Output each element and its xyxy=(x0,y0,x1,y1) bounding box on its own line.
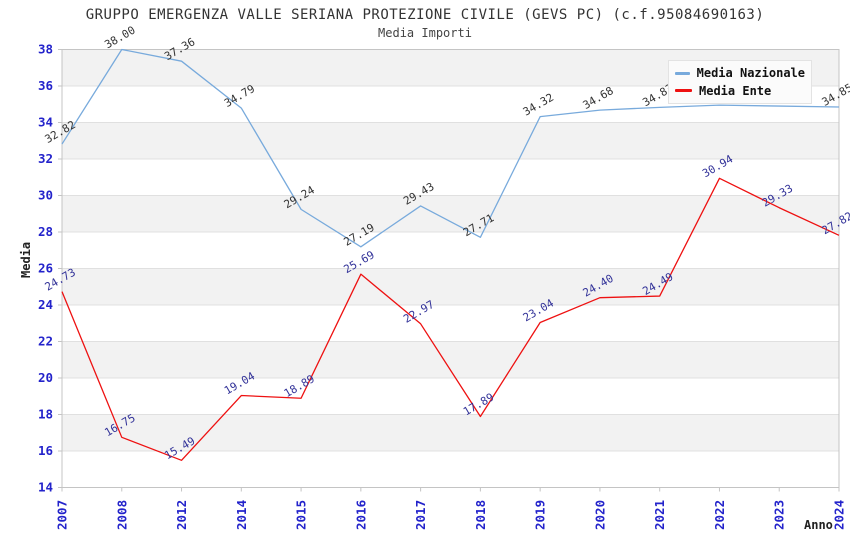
x-tick-label: 2014 xyxy=(234,500,249,530)
x-tick-label: 2023 xyxy=(772,500,787,530)
y-axis-title: Media xyxy=(19,241,33,278)
x-tick-label: 2012 xyxy=(174,500,189,530)
y-tick-label: 30 xyxy=(38,188,53,203)
y-tick-label: 32 xyxy=(38,151,53,166)
y-tick-label: 20 xyxy=(38,370,53,385)
legend: Media Nazionale Media Ente xyxy=(668,60,812,104)
x-tick-label: 2019 xyxy=(533,500,548,530)
series-line-1 xyxy=(61,177,840,461)
legend-label-nazionale: Media Nazionale xyxy=(696,66,805,81)
x-tick-label: 2007 xyxy=(55,500,70,530)
y-tick-label: 24 xyxy=(38,297,53,312)
y-tick-label: 34 xyxy=(38,115,53,130)
y-tick-label: 26 xyxy=(38,261,53,276)
y-tick-label: 36 xyxy=(38,78,53,93)
y-tick-label: 38 xyxy=(38,42,53,57)
x-tick-label: 2024 xyxy=(832,500,847,530)
point-label-0: 34.32 xyxy=(521,91,556,119)
y-tick-label: 22 xyxy=(38,334,53,349)
x-tick-label: 2017 xyxy=(413,500,428,530)
plot-band xyxy=(62,268,839,305)
y-tick-label: 14 xyxy=(38,480,53,495)
legend-item-media-nazionale: Media Nazionale xyxy=(675,66,805,80)
plot-border xyxy=(61,49,840,488)
plot-band xyxy=(62,414,839,451)
x-tick-label: 2020 xyxy=(592,500,607,530)
x-tick-label: 2015 xyxy=(294,500,309,530)
series-line-0 xyxy=(61,48,840,248)
y-tick-label: 16 xyxy=(38,443,53,458)
chart-title: GRUPPO EMERGENZA VALLE SERIANA PROTEZION… xyxy=(85,7,765,23)
point-label-0: 38.00 xyxy=(102,24,137,52)
x-axis-title: Anno xyxy=(804,518,833,532)
plot-band xyxy=(62,122,839,159)
legend-item-media-ente: Media Ente xyxy=(675,84,805,98)
x-tick-label: 2008 xyxy=(114,500,129,530)
legend-swatch-nazionale-icon xyxy=(675,71,690,75)
legend-swatch-ente-icon xyxy=(675,89,692,93)
point-label-0: 34.68 xyxy=(581,84,616,112)
x-tick-label: 2016 xyxy=(353,500,368,530)
plot-band xyxy=(62,195,839,232)
legend-label-ente: Media Ente xyxy=(699,83,772,98)
y-tick-label: 18 xyxy=(38,407,53,422)
x-tick-label: 2021 xyxy=(652,500,667,530)
chart-subtitle: Media Importi xyxy=(378,26,472,40)
plot-band xyxy=(62,341,839,378)
x-tick-label: 2018 xyxy=(473,500,488,530)
y-tick-label: 28 xyxy=(38,224,53,239)
x-tick-label: 2022 xyxy=(712,500,727,530)
